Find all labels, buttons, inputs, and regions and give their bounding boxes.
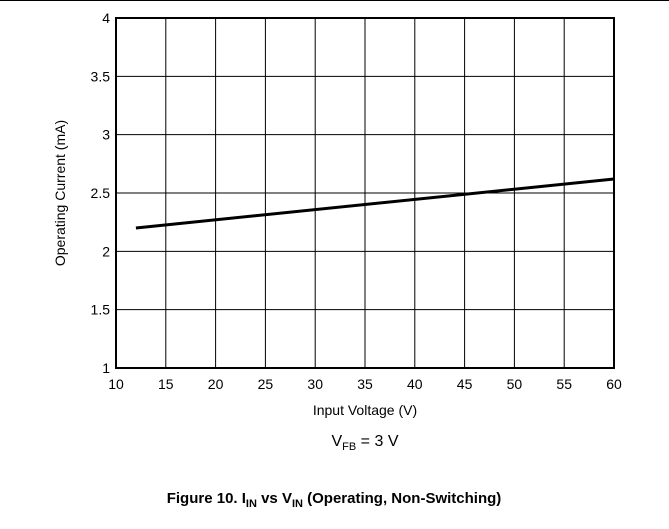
caption-prefix: Figure 10. I	[167, 490, 246, 507]
y-axis-title: Operating Current (mA)	[52, 120, 68, 266]
x-tick-label: 15	[158, 376, 174, 392]
series-layer	[135, 177, 615, 230]
y-tick-label: 1	[102, 360, 110, 376]
caption-mid: vs V	[257, 490, 292, 507]
y-tick-label: 4	[102, 10, 110, 26]
y-tick-label: 2	[102, 243, 110, 259]
top-rule	[0, 0, 669, 1]
test-condition: VFB = 3 V	[332, 433, 399, 453]
series-line	[135, 177, 615, 230]
condition-symbol: V	[332, 433, 343, 450]
x-axis-title: Input Voltage (V)	[313, 402, 417, 418]
x-tick-label: 40	[407, 376, 423, 392]
x-tick-label: 20	[208, 376, 224, 392]
y-tick-label: 2.5	[91, 185, 111, 201]
figure-caption: Figure 10. IIN vs VIN (Operating, Non-Sw…	[167, 490, 502, 510]
x-tick-label: 45	[457, 376, 473, 392]
x-tick-label: 50	[507, 376, 523, 392]
y-tick-label: 3.5	[91, 68, 111, 84]
x-tick-label: 55	[556, 376, 572, 392]
condition-value: = 3 V	[356, 433, 399, 450]
x-tick-label: 35	[357, 376, 373, 392]
plot-frame	[115, 17, 615, 369]
grid-lines	[115, 17, 615, 369]
caption-subscript-1: IN	[246, 498, 257, 510]
x-tick-label: 60	[606, 376, 622, 392]
caption-subscript-2: IN	[292, 498, 303, 510]
x-tick-label: 25	[258, 376, 274, 392]
x-tick-label: 30	[307, 376, 323, 392]
condition-subscript: FB	[342, 441, 356, 453]
y-tick-label: 3	[102, 127, 110, 143]
x-tick-label: 10	[108, 376, 124, 392]
y-tick-label: 1.5	[91, 302, 111, 318]
caption-suffix: (Operating, Non-Switching)	[303, 490, 501, 507]
tick-labels: 10 15 20 25 30 35 40 45 50 55 60 1 1.5 2 2.5 3 3.5 4	[91, 10, 622, 392]
